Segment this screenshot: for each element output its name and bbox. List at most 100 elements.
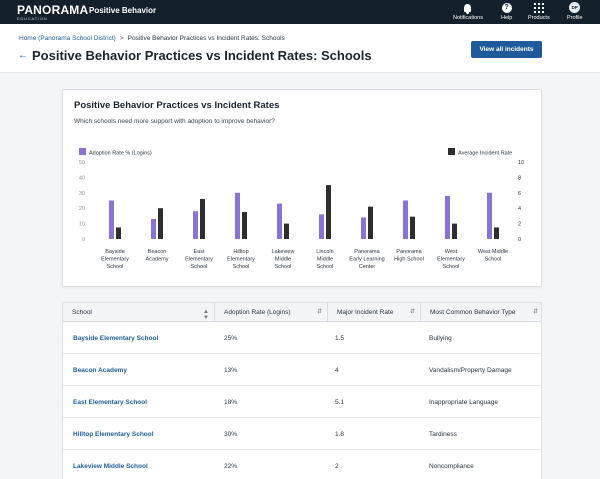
back-arrow-icon[interactable]: ←	[18, 50, 28, 61]
view-all-incidents-button[interactable]: View all incidents	[471, 41, 542, 58]
cell-adoption-rate: 18%	[224, 399, 238, 406]
x-category-label: High School	[394, 257, 424, 263]
table-row: East Elementary School 18% 5.1 Inappropriat…	[63, 387, 541, 418]
breadcrumb-current: Positive Behavior Practices vs Incident …	[127, 35, 285, 42]
products-label: Products	[528, 15, 550, 21]
bar-incident	[158, 208, 163, 239]
cell-behavior-type: Inappropriate Language	[429, 399, 499, 406]
bar-incident	[284, 223, 289, 239]
cell-adoption-rate: 25%	[224, 335, 238, 342]
bar-adoption	[193, 211, 198, 239]
bar-adoption	[403, 200, 408, 239]
bar-incident	[200, 198, 205, 239]
help-nav[interactable]: ? Help	[501, 2, 512, 23]
bar-incident	[494, 227, 499, 239]
cell-adoption-rate: 30%	[224, 431, 238, 438]
y-right-tick-label: 4	[518, 206, 521, 212]
x-category-label: West	[445, 249, 458, 255]
column-header-behavior-type[interactable]: Most Common Behavior Type ⇵	[430, 309, 538, 316]
cell-behavior-type: Noncompliance	[429, 463, 474, 470]
chart-card: Positive Behavior Practices vs Incident …	[62, 89, 542, 287]
cell-school[interactable]: East Elementary School	[73, 399, 148, 406]
x-category-label: Academy	[146, 257, 169, 263]
x-category-label: Elementary	[101, 257, 129, 263]
legend-label-incident: Average Incident Rate	[458, 151, 512, 157]
profile-label: Profile	[567, 15, 583, 21]
cell-school[interactable]: Beacon Academy	[73, 367, 127, 374]
top-navigation-bar: PANORAMA EDUCATION Positive Behavior Not…	[0, 0, 600, 24]
y-left-tick-label: 0	[82, 237, 85, 243]
y-left-tick-label: 30	[79, 191, 85, 197]
breadcrumb-separator: >	[119, 35, 124, 42]
grid-icon	[533, 2, 544, 13]
avatar-icon: DP	[569, 2, 581, 13]
bar-adoption	[487, 192, 492, 239]
panorama-logo[interactable]: PANORAMA EDUCATION	[17, 4, 88, 21]
page-title: Positive Behavior Practices vs Incident …	[32, 48, 372, 63]
cell-school[interactable]: Bayside Elementary School	[73, 335, 159, 342]
x-category-label: School	[191, 264, 208, 270]
x-category-label: Middle	[317, 257, 333, 263]
column-header-school[interactable]: School ▲ ▼	[63, 303, 215, 322]
bar-chart: Adoption Rate % (Logins) Average Incident…	[79, 148, 524, 270]
cell-adoption-rate: 13%	[224, 367, 238, 374]
bar-adoption	[109, 200, 114, 239]
x-category-label: Early Learning	[349, 257, 384, 263]
x-category-label: Panorama	[354, 249, 380, 255]
bar-adoption	[445, 195, 450, 239]
y-right-tick-label: 10	[518, 160, 524, 166]
legend-swatch-adoption	[79, 148, 86, 155]
table-row: Lakeview Middle School 22% 2 Noncompliance	[63, 451, 541, 479]
y-right-tick-label: 6	[518, 191, 521, 197]
page-header: Home (Panorama School District) > Positive…	[0, 24, 600, 73]
cell-incident-rate: 4	[335, 367, 339, 374]
help-icon: ?	[501, 2, 512, 13]
bar-incident	[116, 227, 121, 239]
bar-adoption	[319, 214, 324, 239]
sort-desc-icon[interactable]: ▲ ▼	[203, 309, 209, 321]
y-left-tick-label: 10	[79, 222, 85, 228]
x-category-label: School	[275, 264, 292, 270]
cell-incident-rate: 2	[335, 463, 339, 470]
cell-incident-rate: 1.5	[335, 335, 345, 342]
breadcrumb: Home (Panorama School District) > Positive…	[19, 35, 285, 42]
x-category-label: Center	[359, 264, 376, 270]
y-left-tick-label: 20	[79, 206, 85, 212]
bar-adoption	[235, 192, 240, 239]
app-name[interactable]: Positive Behavior	[89, 6, 157, 15]
schools-table: School ▲ ▼ Adoption Rate (Logins) ⇵ Major…	[62, 302, 542, 479]
cell-incident-rate: 5.1	[335, 399, 345, 406]
legend-label-adoption: Adoption Rate % (Logins)	[89, 151, 152, 157]
x-category-label: Beacon	[148, 249, 167, 255]
chart-title: Positive Behavior Practices vs Incident …	[74, 100, 280, 111]
cell-incident-rate: 1.8	[335, 431, 345, 438]
bar-adoption	[151, 218, 156, 239]
cell-adoption-rate: 22%	[224, 463, 238, 470]
cell-school[interactable]: Hilltop Elementary School	[73, 431, 154, 438]
x-category-label: School	[485, 257, 502, 263]
table-row: Hilltop Elementary School 30% 1.8 Tardiness	[63, 419, 541, 450]
column-header-adoption-rate[interactable]: Adoption Rate (Logins) ⇵	[215, 303, 328, 322]
sort-icon[interactable]: ⇵	[409, 309, 415, 315]
products-nav[interactable]: Products	[528, 2, 550, 23]
x-category-label: Middle	[275, 257, 291, 263]
profile-nav[interactable]: DP Profile	[567, 2, 583, 23]
x-category-label: School	[233, 264, 250, 270]
bar-incident	[368, 206, 373, 239]
notifications-nav[interactable]: Notifications	[453, 2, 483, 23]
bar-incident	[452, 223, 457, 239]
y-left-tick-label: 50	[79, 160, 85, 166]
sort-icon[interactable]: ⇵	[532, 309, 538, 315]
cell-behavior-type: Vandalism/Property Damage	[429, 367, 512, 374]
column-header-incident-rate[interactable]: Major Incident Rate ⇵	[328, 303, 421, 322]
x-category-label: School	[107, 264, 124, 270]
breadcrumb-home-link[interactable]: Home (Panorama School District)	[19, 35, 116, 42]
bar-incident	[326, 185, 331, 239]
cell-behavior-type: Tardiness	[429, 431, 457, 438]
notifications-label: Notifications	[453, 15, 483, 21]
x-category-label: Elementary	[437, 257, 465, 263]
cell-school[interactable]: Lakeview Middle School	[73, 463, 148, 470]
x-category-label: Lakeview	[272, 249, 295, 255]
bar-incident	[410, 216, 415, 239]
sort-icon[interactable]: ⇵	[316, 309, 322, 315]
